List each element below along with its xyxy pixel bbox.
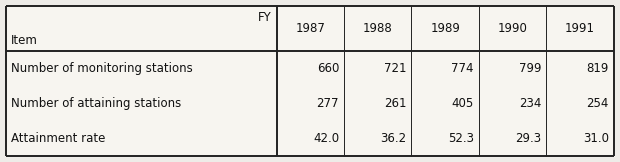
Text: 774: 774 bbox=[451, 62, 474, 75]
Text: 1989: 1989 bbox=[430, 22, 460, 35]
Text: Attainment rate: Attainment rate bbox=[11, 132, 105, 145]
Text: 819: 819 bbox=[587, 62, 609, 75]
Text: 1990: 1990 bbox=[498, 22, 528, 35]
Text: 277: 277 bbox=[317, 97, 339, 110]
Text: 31.0: 31.0 bbox=[583, 132, 609, 145]
Text: 52.3: 52.3 bbox=[448, 132, 474, 145]
Text: Item: Item bbox=[11, 34, 38, 47]
Text: 660: 660 bbox=[317, 62, 339, 75]
Text: 42.0: 42.0 bbox=[313, 132, 339, 145]
Text: 234: 234 bbox=[519, 97, 541, 110]
Text: 254: 254 bbox=[587, 97, 609, 110]
Text: 36.2: 36.2 bbox=[381, 132, 407, 145]
Text: 405: 405 bbox=[452, 97, 474, 110]
Text: 29.3: 29.3 bbox=[515, 132, 541, 145]
Text: Number of monitoring stations: Number of monitoring stations bbox=[11, 62, 193, 75]
Text: 261: 261 bbox=[384, 97, 407, 110]
Text: 1987: 1987 bbox=[295, 22, 326, 35]
Text: FY: FY bbox=[258, 11, 272, 24]
Text: 1991: 1991 bbox=[565, 22, 595, 35]
Polygon shape bbox=[6, 6, 614, 156]
Text: 721: 721 bbox=[384, 62, 407, 75]
Text: Number of attaining stations: Number of attaining stations bbox=[11, 97, 182, 110]
Text: 1988: 1988 bbox=[363, 22, 392, 35]
Text: 799: 799 bbox=[519, 62, 541, 75]
